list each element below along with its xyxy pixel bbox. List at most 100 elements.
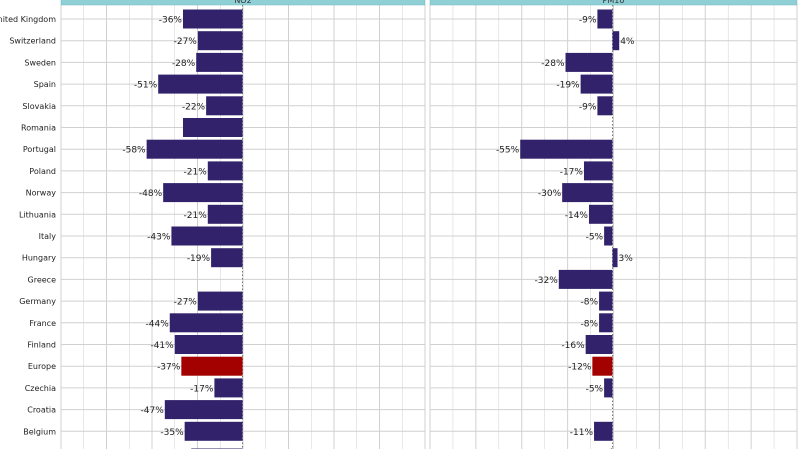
bar-germany — [197, 291, 243, 311]
category-label: France — [29, 319, 56, 328]
vertical-gridlines — [429, 5, 798, 449]
category-label: Italy — [39, 232, 57, 241]
bar-norway — [163, 183, 243, 203]
data-label: -44% — [146, 319, 170, 329]
data-label: -21% — [184, 211, 208, 221]
data-label: -51% — [134, 81, 158, 91]
bar-hungary — [612, 248, 618, 268]
data-label: -41% — [150, 341, 174, 351]
data-label: -19% — [556, 81, 580, 91]
bar-united-kingdom — [597, 9, 613, 29]
data-label: -9% — [579, 16, 597, 26]
data-label: -14% — [565, 211, 589, 221]
bar-finland — [174, 335, 243, 354]
data-label: -32% — [535, 276, 559, 286]
data-label: -43% — [147, 233, 171, 243]
category-label: Czechia — [25, 384, 56, 393]
y-axis-labels: United Kingdom Switzerland Sweden Spain Slov… — [0, 15, 56, 436]
category-label: Belgium — [23, 427, 56, 436]
bar-europe — [181, 356, 243, 376]
bar-slovakia — [206, 96, 243, 116]
facet-strip — [429, 0, 798, 6]
data-label: -55% — [496, 146, 520, 156]
data-label: -22% — [182, 102, 206, 112]
data-label: -48% — [139, 189, 163, 199]
category-label: Europe — [28, 362, 56, 371]
data-label: -35% — [160, 428, 184, 438]
bar-germany — [599, 291, 613, 311]
category-label: Poland — [29, 167, 56, 176]
bar-romania — [182, 118, 243, 137]
bar-italy — [604, 226, 613, 246]
bar-croatia — [164, 400, 243, 420]
data-label: -36% — [159, 16, 183, 26]
category-label: Sweden — [24, 58, 56, 67]
bar-poland — [207, 161, 243, 181]
data-label: -21% — [184, 167, 208, 177]
panel-pm10: -9% 4% -28% -19% -9% -55% -17% -30% -14% -5% 3% -32… — [429, 0, 798, 453]
bar-united-kingdom — [182, 9, 243, 29]
data-label: -9% — [579, 102, 597, 112]
facet-strip-label: NO2 — [234, 0, 251, 5]
bar-europe — [592, 356, 613, 376]
bar-sweden — [196, 52, 243, 72]
data-label: -47% — [141, 406, 165, 416]
bar-czechia — [214, 378, 243, 398]
category-label: Portugal — [23, 145, 56, 154]
data-label: -19% — [187, 254, 211, 264]
data-label: -28% — [541, 59, 565, 69]
data-label: -58% — [122, 146, 146, 156]
bar-italy — [171, 226, 243, 246]
category-label: Switzerland — [9, 37, 56, 46]
data-label: -28% — [172, 59, 196, 69]
data-label: -27% — [174, 298, 198, 308]
facet-strip — [60, 0, 426, 6]
bar-norway — [562, 183, 613, 203]
data-label: -8% — [581, 298, 599, 308]
data-label: -5% — [586, 233, 604, 243]
category-label: Spain — [34, 80, 56, 89]
data-label: -17% — [190, 384, 214, 394]
bar-lithuania — [589, 204, 613, 224]
panel-no2: -36% -27% -28% -51% -22% -58% -21% -48% -21% -43%… — [60, 0, 426, 453]
bar-hungary — [211, 248, 243, 268]
bar-belgium — [184, 421, 243, 441]
bar-finland — [585, 335, 613, 354]
category-label: Greece — [28, 275, 57, 284]
bar-greece — [558, 269, 613, 289]
bars: -9% 4% -28% -19% -9% -55% -17% -30% -14% -5% 3% -32… — [496, 9, 635, 453]
bar-poland — [583, 161, 613, 181]
bar-spain — [158, 74, 243, 94]
bar-czechia — [604, 378, 613, 398]
bars: -36% -27% -28% -51% -22% -58% -21% -48% -21% -43%… — [122, 9, 243, 453]
category-label: Croatia — [27, 406, 56, 415]
data-label: -17% — [560, 167, 584, 177]
category-label: Slovakia — [22, 102, 56, 111]
category-label: Hungary — [22, 254, 56, 263]
data-label: -12% — [568, 363, 592, 373]
category-label: Norway — [26, 189, 57, 198]
bar-spain — [580, 74, 613, 94]
bar-lithuania — [207, 204, 243, 224]
bar-slovakia — [597, 96, 613, 116]
data-label: -27% — [174, 37, 198, 47]
data-label: 4% — [620, 37, 635, 47]
category-label: Germany — [19, 297, 56, 306]
bar-portugal — [146, 139, 243, 159]
data-label: -11% — [570, 428, 594, 438]
category-label: Finland — [27, 341, 56, 350]
bar-sweden — [565, 52, 613, 72]
category-label: United Kingdom — [0, 15, 56, 24]
data-label: -16% — [561, 341, 585, 351]
bar-switzerland — [612, 31, 620, 51]
bar-belgium — [594, 421, 613, 441]
category-label: Lithuania — [19, 210, 56, 219]
bar-portugal — [520, 139, 613, 159]
data-label: 3% — [619, 254, 634, 264]
horizontal-gridlines — [61, 18, 425, 453]
data-label: -37% — [157, 363, 181, 373]
data-label: -5% — [586, 384, 604, 394]
data-label: -8% — [581, 319, 599, 329]
